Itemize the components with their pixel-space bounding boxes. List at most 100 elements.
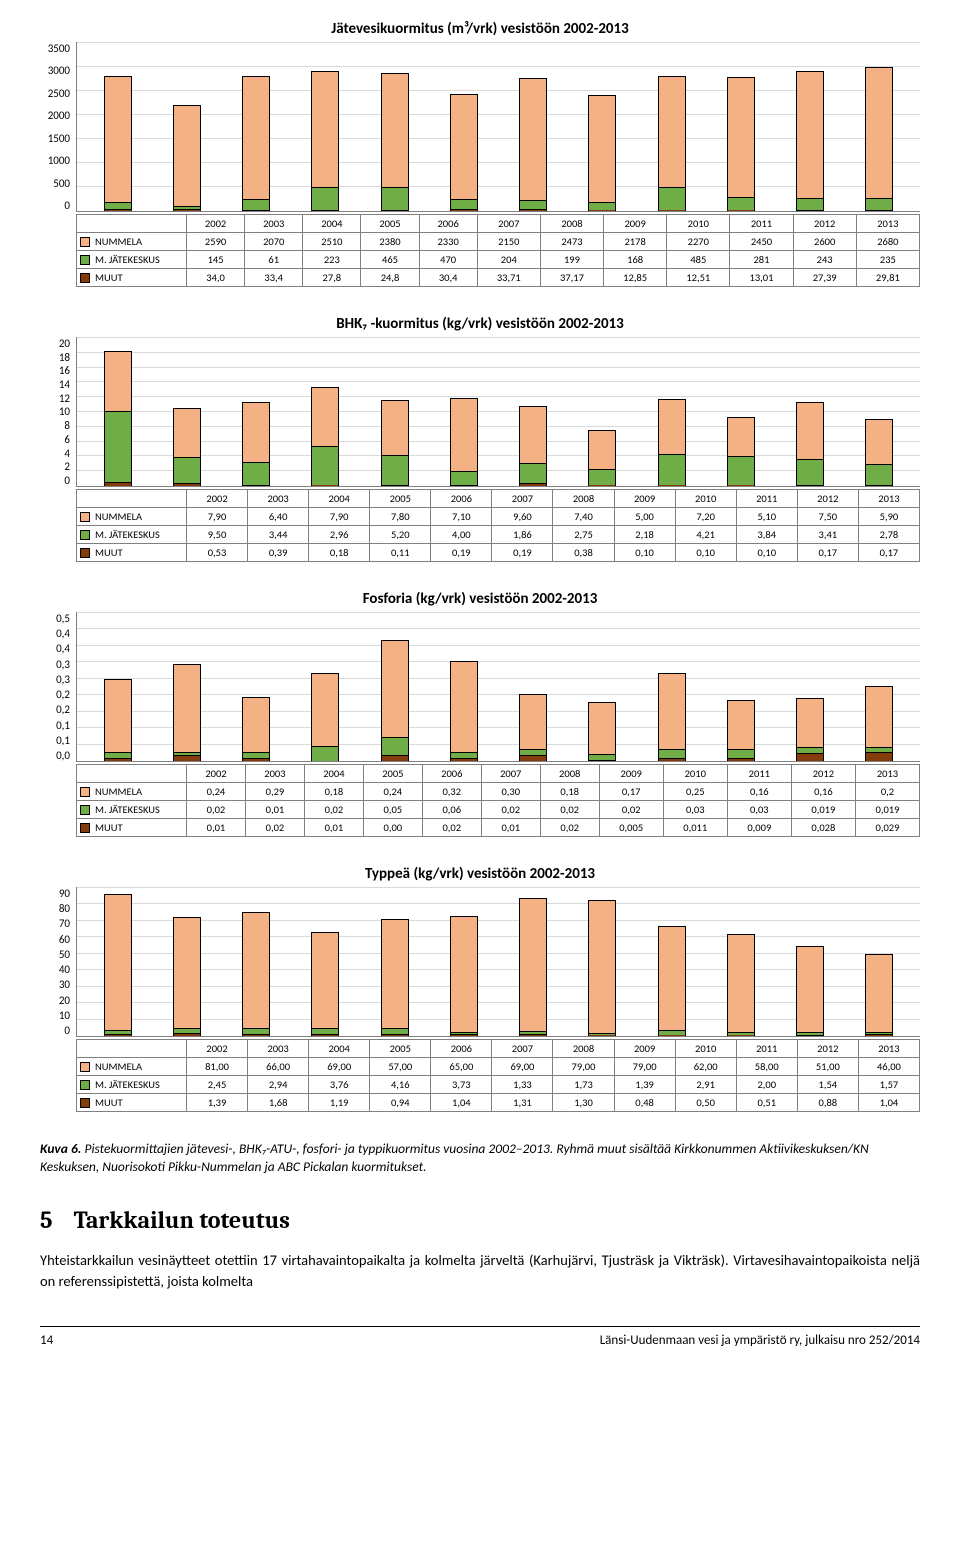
bar-segment-nummela <box>243 403 269 462</box>
bar-segment-muut <box>174 1033 200 1036</box>
data-table: 2002200320042005200620072008200920102011… <box>76 214 920 287</box>
bar-segment-muut <box>382 1034 408 1036</box>
data-cell: 2,94 <box>248 1076 309 1094</box>
data-cell: 2150 <box>477 233 540 251</box>
bar-column <box>291 612 360 761</box>
data-cell: 37,17 <box>540 269 603 287</box>
data-cell: 57,00 <box>370 1058 431 1076</box>
y-tick-label: 18 <box>59 351 70 364</box>
bar-segment-nummela <box>105 895 131 1030</box>
bar-segment-jatekeskus <box>520 200 546 210</box>
bar-segment-muut <box>243 210 269 211</box>
table-row: NUMMELA259020702510238023302150247321782… <box>77 233 920 251</box>
legend-marker-icon <box>80 530 90 540</box>
figure-caption: Kuva 6. Pistekuormittajien jätevesi-, BH… <box>40 1140 920 1176</box>
data-cell: 27,8 <box>303 269 361 287</box>
caption-body: Pistekuormittajien jätevesi-, BHK₇-ATU-,… <box>40 1140 869 1175</box>
bar-segment-nummela <box>451 399 477 471</box>
bar-segment-muut <box>520 209 546 211</box>
data-cell: 9,50 <box>187 526 248 544</box>
data-cell: 0,01 <box>481 819 540 837</box>
year-header: 2004 <box>304 765 363 783</box>
y-tick-label: 0 <box>64 1024 70 1037</box>
y-tick-label: 80 <box>59 902 70 915</box>
bar-segment-nummela <box>451 917 477 1032</box>
bar-segment-muut <box>728 1035 754 1036</box>
bar-stack <box>588 702 616 762</box>
data-cell: 7,50 <box>797 508 858 526</box>
page-number: 14 <box>40 1333 53 1348</box>
data-cell: 0,18 <box>540 783 599 801</box>
data-cell: 0,10 <box>736 544 797 562</box>
series-name: NUMMELA <box>95 1060 142 1073</box>
bar-segment-jatekeskus <box>243 199 269 210</box>
bar-column <box>360 887 429 1036</box>
data-cell: 0,02 <box>540 819 599 837</box>
bar-stack <box>796 698 824 761</box>
bar-segment-muut <box>312 210 338 211</box>
bar-segment-nummela <box>589 431 615 469</box>
bar-segment-nummela <box>659 77 685 187</box>
bar-segment-nummela <box>520 695 546 749</box>
bar-segment-nummela <box>174 918 200 1028</box>
data-cell: 2473 <box>540 233 603 251</box>
data-cell: 0,18 <box>304 783 363 801</box>
year-header: 2003 <box>248 1040 309 1058</box>
year-header: 2009 <box>614 490 675 508</box>
y-tick-label: 0,3 <box>56 673 70 686</box>
bar-stack <box>104 679 132 761</box>
bar-segment-jatekeskus <box>105 202 131 209</box>
year-header: 2009 <box>614 1040 675 1058</box>
bar-column <box>222 612 291 761</box>
y-tick-label: 0 <box>64 474 70 487</box>
bar-column <box>706 42 775 211</box>
bar-column <box>845 42 914 211</box>
data-cell: 0,009 <box>727 819 791 837</box>
bar-segment-nummela <box>520 899 546 1031</box>
series-name: M. JÄTEKESKUS <box>95 528 160 541</box>
data-cell: 5,00 <box>614 508 675 526</box>
bar-column <box>83 337 152 486</box>
data-cell: 2510 <box>303 233 361 251</box>
series-label: M. JÄTEKESKUS <box>77 1076 187 1094</box>
y-tick-label: 2500 <box>48 87 70 100</box>
bar-stack <box>658 673 686 761</box>
bar-segment-muut <box>243 758 269 761</box>
bar-segment-nummela <box>105 352 131 411</box>
y-tick-label: 0,2 <box>56 688 70 701</box>
y-tick-label: 20 <box>59 994 70 1007</box>
bar-segment-jatekeskus <box>451 199 477 209</box>
data-cell: 0,25 <box>663 783 727 801</box>
data-cell: 3,41 <box>797 526 858 544</box>
data-cell: 3,84 <box>736 526 797 544</box>
bar-segment-nummela <box>312 674 338 746</box>
bar-segment-muut <box>105 758 131 761</box>
legend-marker-icon <box>80 823 90 833</box>
y-tick-label: 14 <box>59 378 70 391</box>
bar-stack <box>450 661 478 761</box>
bar-segment-nummela <box>243 913 269 1028</box>
y-tick-label: 4 <box>64 447 70 460</box>
bar-segment-muut <box>382 755 408 761</box>
y-tick-label: 10 <box>59 1009 70 1022</box>
y-tick-label: 0,5 <box>56 612 70 625</box>
year-header: 2011 <box>736 1040 797 1058</box>
footer-rule <box>40 1326 920 1327</box>
y-axis: 3500300025002000150010005000 <box>40 42 76 212</box>
data-cell: 2450 <box>730 233 793 251</box>
bar-stack <box>865 419 893 486</box>
bar-segment-muut <box>866 752 892 761</box>
bar-column <box>360 42 429 211</box>
table-row: MUUT34,033,427,824,830,433,7137,1712,851… <box>77 269 920 287</box>
y-tick-label: 6 <box>64 433 70 446</box>
bar-stack <box>242 912 270 1036</box>
y-axis: 9080706050403020100 <box>40 887 76 1037</box>
data-cell: 7,40 <box>553 508 614 526</box>
bar-segment-muut <box>866 1034 892 1036</box>
table-row: M. JÄTEKESKUS145612234654702041991684852… <box>77 251 920 269</box>
year-header: 2007 <box>477 215 540 233</box>
bar-segment-nummela <box>174 409 200 457</box>
series-label: M. JÄTEKESKUS <box>77 526 187 544</box>
bar-stack <box>450 398 478 486</box>
year-header: 2012 <box>797 490 858 508</box>
